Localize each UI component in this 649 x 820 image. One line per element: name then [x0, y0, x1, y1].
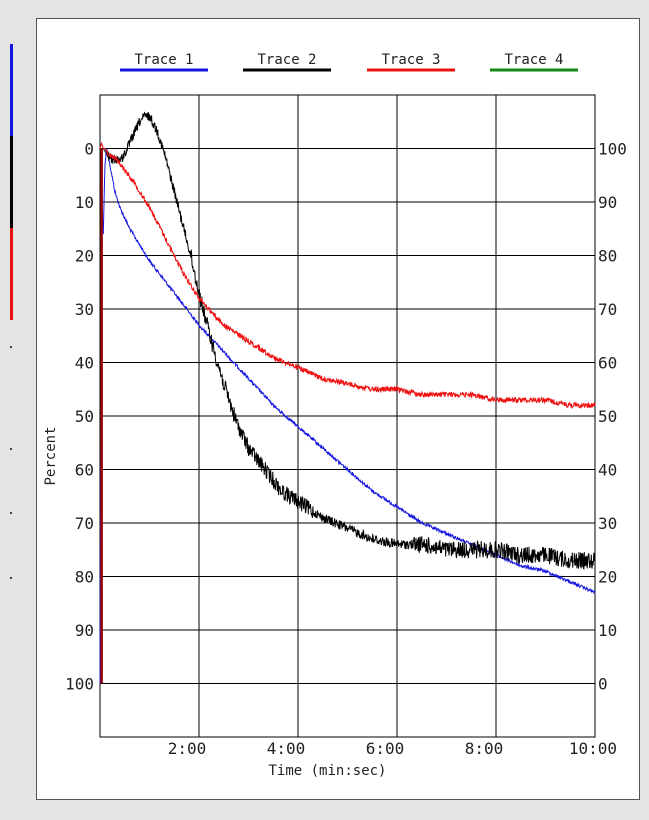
y-tick-label-right: 90 — [598, 193, 617, 212]
y-tick-label-left: 10 — [75, 193, 94, 212]
series-line-3 — [99, 141, 596, 410]
channel-indicator-red — [10, 228, 13, 320]
line-chart: Trace 1 Trace 2 Trace 3 Trace 4 0 10 20 30 40 50… — [43, 52, 627, 779]
y-tick-label-right: 10 — [598, 621, 617, 640]
channel-indicator-strip — [0, 0, 22, 816]
channel-tick-mark — [10, 346, 12, 348]
legend-label: Trace 2 — [257, 52, 316, 68]
y-tick-label-right: 0 — [598, 675, 608, 694]
y-tick-label-left: 50 — [75, 407, 94, 426]
legend: Trace 1 Trace 2 Trace 3 Trace 4 — [120, 52, 578, 72]
y-tick-label-left: 70 — [75, 514, 94, 533]
y-tick-label-right: 70 — [598, 300, 617, 319]
series-line-2 — [100, 111, 596, 570]
channel-tick-mark — [10, 512, 12, 514]
y-tick-label-left: 60 — [75, 461, 94, 480]
legend-label: Trace 4 — [504, 52, 563, 68]
x-tick-label: 10:00 — [569, 739, 617, 758]
y-tick-label-left: 30 — [75, 300, 94, 319]
channel-tick-mark — [10, 577, 12, 579]
grid — [100, 95, 596, 737]
series-group — [99, 111, 596, 684]
legend-label: Trace 3 — [381, 52, 440, 68]
y-tick-label-left: 40 — [75, 354, 94, 373]
channel-tick-mark — [10, 448, 12, 450]
y-tick-label-right: 40 — [598, 461, 617, 480]
y-tick-label-right: 60 — [598, 354, 617, 373]
x-tick-label: 8:00 — [465, 739, 504, 758]
y-axis-title: Percent — [43, 426, 59, 485]
series-line-1 — [99, 148, 596, 684]
x-axis: 2:00 4:00 6:00 8:00 10:00 — [168, 739, 617, 758]
chart-panel: Trace 1 Trace 2 Trace 3 Trace 4 0 10 20 30 40 50… — [36, 18, 640, 800]
y-tick-label-left: 0 — [84, 140, 94, 159]
channel-indicator-black — [10, 136, 13, 228]
y-tick-label-left: 20 — [75, 247, 94, 266]
x-axis-title: Time (min:sec) — [268, 763, 386, 779]
y-tick-label-right: 80 — [598, 247, 617, 266]
y-tick-label-left: 90 — [75, 621, 94, 640]
x-tick-label: 4:00 — [267, 739, 306, 758]
y-tick-label-right: 30 — [598, 514, 617, 533]
y-tick-label-left: 80 — [75, 568, 94, 587]
channel-indicator-blue — [10, 44, 13, 136]
y-tick-label-left: 100 — [65, 675, 94, 694]
x-tick-label: 2:00 — [168, 739, 207, 758]
y-tick-label-right: 100 — [598, 140, 627, 159]
y-tick-label-right: 50 — [598, 407, 617, 426]
left-y-axis: 0 10 20 30 40 50 60 70 80 90 100 — [65, 140, 94, 694]
x-tick-label: 6:00 — [366, 739, 405, 758]
y-tick-label-right: 20 — [598, 568, 617, 587]
legend-label: Trace 1 — [134, 52, 193, 68]
